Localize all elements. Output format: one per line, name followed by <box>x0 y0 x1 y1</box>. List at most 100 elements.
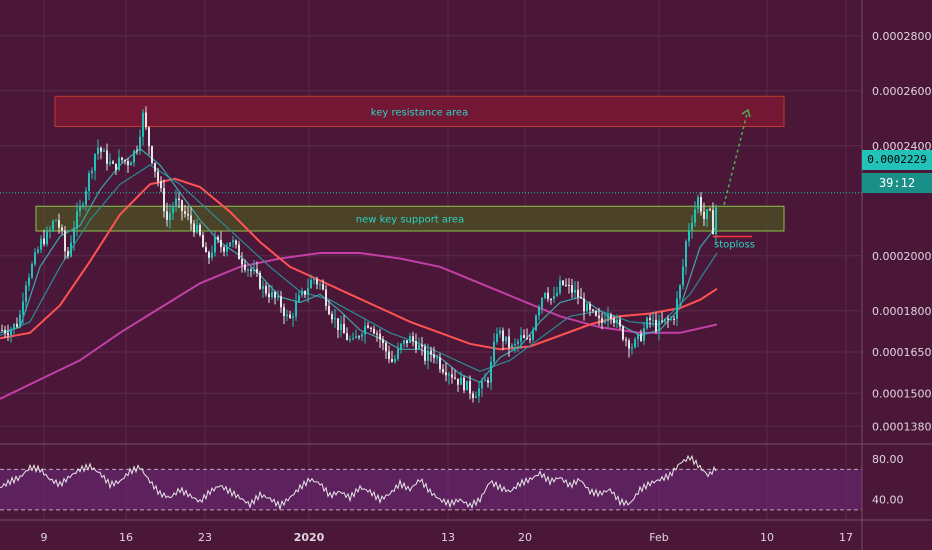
candle-body <box>463 377 465 391</box>
time-tick-label: 16 <box>119 531 133 544</box>
candle-body <box>247 269 249 271</box>
candle-body <box>622 326 624 340</box>
candle-body <box>520 335 522 342</box>
candle-body <box>634 339 636 348</box>
candle-body <box>283 307 285 317</box>
candle-body <box>97 147 99 155</box>
stoploss-label: stoploss <box>714 240 755 251</box>
candle-body <box>472 393 474 398</box>
candle-body <box>703 211 705 219</box>
candle-body <box>142 112 144 137</box>
candle-body <box>37 249 39 253</box>
candle-body <box>481 380 483 389</box>
candle-body <box>676 298 678 319</box>
candle-body <box>151 146 153 163</box>
candle-body <box>532 330 534 340</box>
candle-body <box>277 296 279 298</box>
candle-body <box>508 336 510 348</box>
candle-body <box>424 346 426 361</box>
candle-body <box>577 289 579 298</box>
candle-body <box>682 266 684 286</box>
candle-body <box>223 247 225 252</box>
candle-body <box>613 318 615 324</box>
candle-body <box>211 252 213 258</box>
candle-body <box>280 296 282 308</box>
time-tick-label: 13 <box>441 531 455 544</box>
candle-body <box>652 319 654 321</box>
candle-body <box>1 330 3 331</box>
candle-body <box>574 289 576 293</box>
candle-body <box>358 336 360 338</box>
candle-body <box>640 333 642 341</box>
candle-body <box>265 285 267 294</box>
candle-body <box>337 318 339 330</box>
candle-body <box>85 190 87 205</box>
candle-body <box>304 290 306 295</box>
current-price-tag: 0.0002229 <box>862 150 932 170</box>
candle-body <box>385 342 387 352</box>
candle-body <box>562 280 564 285</box>
candle-body <box>661 320 663 322</box>
candle-body <box>145 112 147 128</box>
candle-body <box>319 284 321 286</box>
candle-body <box>655 319 657 332</box>
candle-body <box>451 374 453 378</box>
candle-body <box>28 277 30 286</box>
time-tick-label: 20 <box>518 531 532 544</box>
candle-body <box>400 343 402 350</box>
candle-body <box>208 252 210 258</box>
candle-body <box>364 325 366 335</box>
candle-body <box>664 318 666 322</box>
zone-box-0 <box>54 95 785 127</box>
candle-body <box>679 285 681 299</box>
candle-body <box>169 213 171 221</box>
time-tick-label: Feb <box>649 531 668 544</box>
candle-body <box>406 340 408 343</box>
sma-long-line <box>0 252 718 400</box>
price-tick-label: 0.0001380 <box>872 420 932 433</box>
candle-body <box>190 215 192 224</box>
candle-body <box>292 316 294 318</box>
candle-body <box>550 298 552 300</box>
candle-body <box>253 269 255 271</box>
candle-body <box>100 147 102 152</box>
candle-countdown-tag: 39:12 <box>862 173 932 193</box>
price-tick-label: 0.0002600 <box>872 85 932 98</box>
candle-body <box>220 239 222 248</box>
candle-body <box>484 380 486 382</box>
candle-body <box>259 272 261 289</box>
candle-body <box>427 350 429 361</box>
time-tick-label: 10 <box>760 531 774 544</box>
candle-body <box>631 347 633 349</box>
candle-body <box>610 314 612 319</box>
candle-body <box>121 157 123 160</box>
candle-body <box>154 162 156 172</box>
candle-body <box>229 242 231 247</box>
candle-body <box>409 336 411 343</box>
candle-body <box>388 351 390 360</box>
candle-body <box>4 330 6 334</box>
candle-body <box>475 396 477 398</box>
price-tick-label: 0.0002000 <box>872 250 932 263</box>
candle-body <box>487 380 489 383</box>
candle-body <box>199 224 201 235</box>
candle-body <box>40 238 42 250</box>
candle-body <box>130 162 132 166</box>
candle-body <box>55 220 57 222</box>
candle-body <box>556 292 558 296</box>
candle-body <box>529 338 531 340</box>
projection-arrowhead <box>741 108 751 118</box>
candle-body <box>589 304 591 310</box>
candle-body <box>583 298 585 312</box>
candle-body <box>58 220 60 228</box>
candle-body <box>268 293 270 298</box>
candle-body <box>16 323 18 327</box>
candle-body <box>547 292 549 299</box>
candle-body <box>601 318 603 323</box>
candle-body <box>316 279 318 285</box>
candle-body <box>106 150 108 164</box>
candle-body <box>226 246 228 252</box>
candle-body <box>697 196 699 210</box>
candle-body <box>295 301 297 317</box>
